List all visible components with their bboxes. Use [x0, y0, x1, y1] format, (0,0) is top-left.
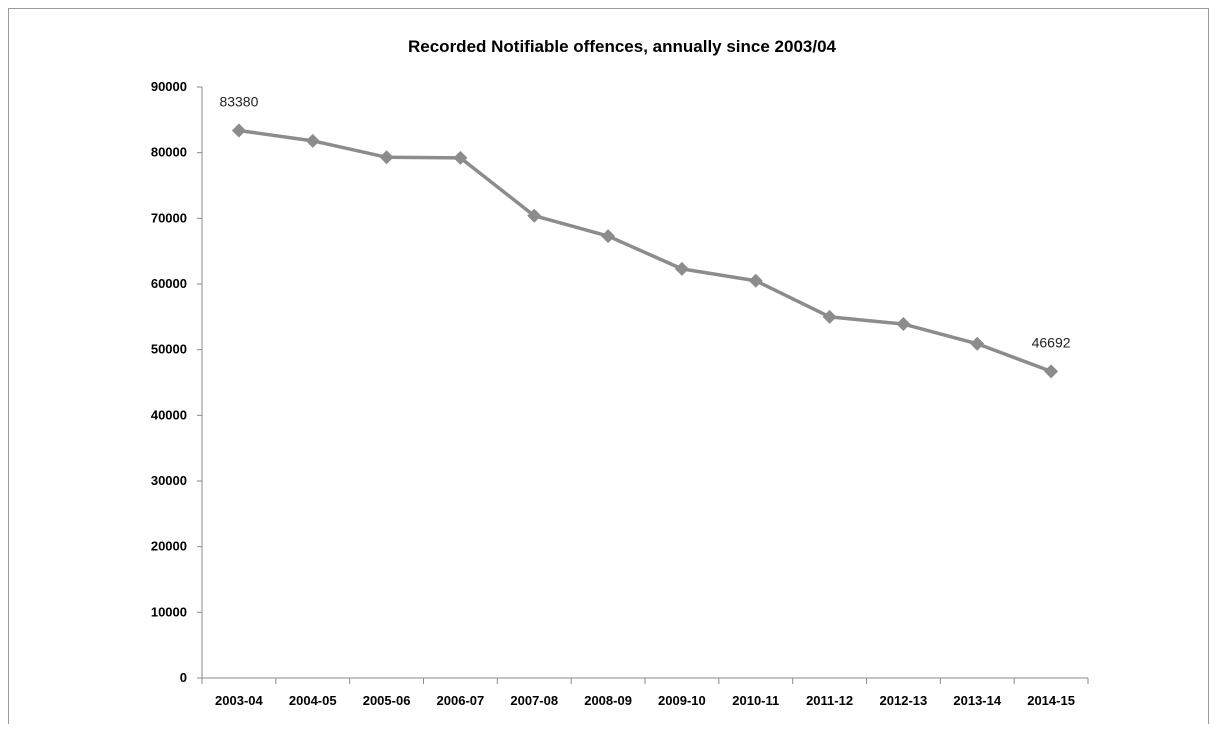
data-point-2012-13 [896, 317, 911, 332]
series-line [238, 128, 1052, 374]
x-tick-label: 2006-07 [437, 693, 485, 708]
x-tick-label: 2007-08 [510, 693, 558, 708]
chart-axes [201, 87, 1088, 679]
y-axis-ticks: 0 10000 20000 30000 40000 50000 60000 70000 8000… [151, 79, 202, 685]
data-labels: 83380 46692 [219, 93, 1070, 350]
x-tick-label: 2005-06 [363, 693, 411, 708]
y-tick-label: 60000 [151, 276, 187, 291]
y-tick-label: 30000 [151, 473, 187, 488]
y-tick-label: 90000 [151, 79, 187, 94]
data-label: 46692 [1032, 334, 1071, 350]
data-point-2008-09 [601, 229, 616, 244]
data-point-2009-10 [674, 261, 689, 276]
chart-frame [8, 8, 1209, 724]
x-tick-label: 2004-05 [289, 693, 337, 708]
data-point-2010-11 [748, 273, 763, 288]
chart-title: Recorded Notifiable offences, annually s… [408, 37, 837, 56]
data-label: 83380 [219, 93, 258, 109]
y-tick-label: 20000 [151, 539, 187, 554]
data-point-2005-06 [379, 150, 394, 165]
y-tick-label: 40000 [151, 407, 187, 422]
data-point-2007-08 [527, 208, 542, 223]
x-tick-label: 2011-12 [806, 693, 853, 708]
x-tick-label: 2003-04 [215, 693, 263, 708]
x-tick-label: 2009-10 [658, 693, 706, 708]
y-tick-label: 80000 [151, 145, 187, 160]
x-tick-label: 2010-11 [732, 693, 779, 708]
x-tick-label: 2013-14 [953, 693, 1001, 708]
data-point-2006-07 [453, 150, 468, 165]
series-polyline [238, 128, 1052, 374]
y-tick-label: 10000 [151, 604, 187, 619]
series-markers [231, 123, 1059, 379]
x-tick-label: 2014-15 [1027, 693, 1075, 708]
x-axis-ticks: 2003-04 2004-05 2005-06 2006-07 2007-08 2008-… [201, 678, 1089, 708]
x-tick-label: 2012-13 [880, 693, 928, 708]
data-point-2014-15 [1044, 364, 1059, 379]
y-tick-label: 70000 [151, 210, 187, 225]
data-point-2004-05 [305, 133, 320, 148]
data-point-2013-14 [970, 336, 985, 351]
y-tick-label: 0 [180, 670, 187, 685]
x-tick-label: 2008-09 [584, 693, 632, 708]
data-point-2011-12 [822, 309, 837, 324]
y-tick-label: 50000 [151, 342, 187, 357]
data-point-2003-04 [231, 123, 246, 138]
